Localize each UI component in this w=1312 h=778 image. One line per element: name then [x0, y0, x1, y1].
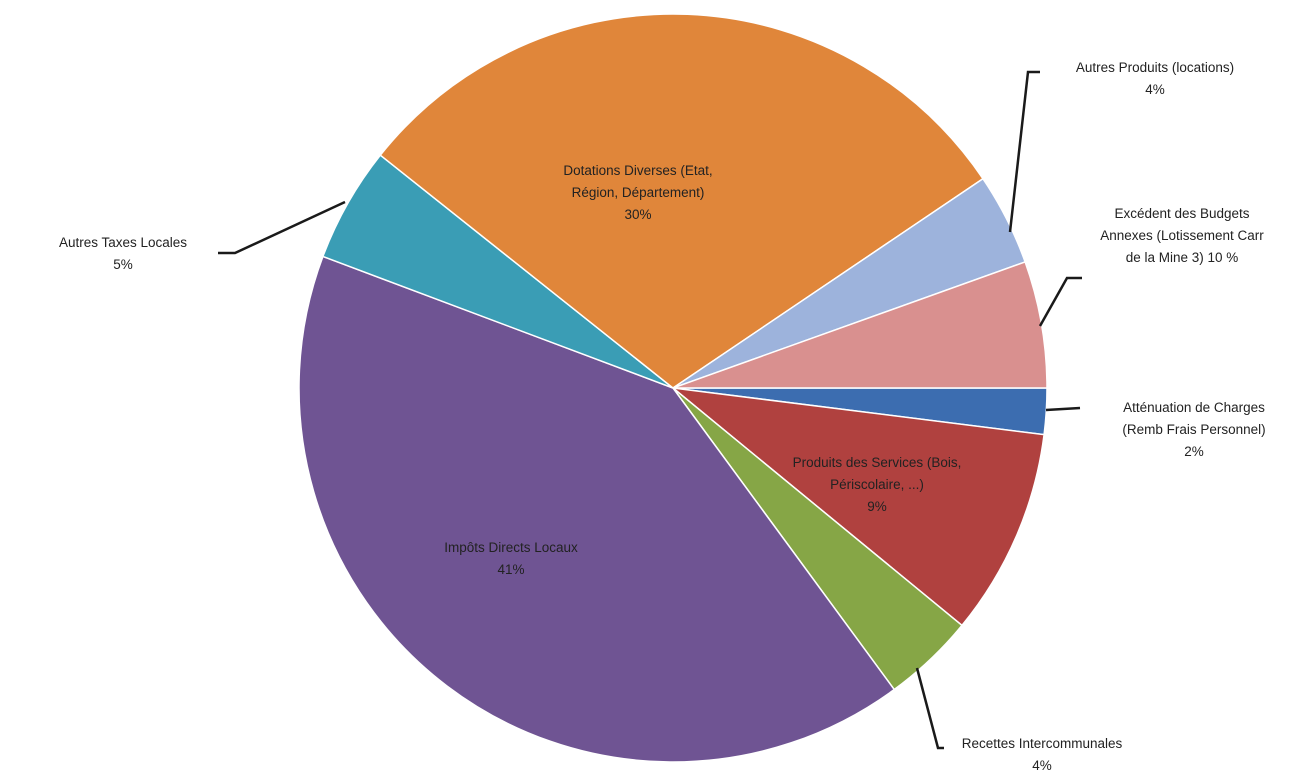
slice-label: Dotations Diverses (Etat, Région, Départe… [563, 163, 712, 222]
slice-label-line: Autres Produits (locations) [1076, 60, 1234, 75]
pie-slice [670, 386, 1045, 627]
leader-line [915, 667, 944, 750]
slice-label: Recettes Intercommunales 4% [962, 736, 1123, 773]
slice-label-line: 4% [1032, 758, 1052, 773]
slice-label-line: Annexes (Lotissement Carr [1100, 228, 1264, 243]
leader-line [1038, 276, 1082, 327]
slice-label-line: 30% [624, 207, 651, 222]
slice-label-line: Dotations Diverses (Etat, [563, 163, 712, 178]
leader-line [1008, 70, 1040, 233]
slice-label-line: Région, Département) [572, 185, 705, 200]
pie-slice [379, 13, 984, 389]
slice-label-line: de la Mine 3) 10 % [1126, 250, 1239, 265]
slice-label-line: Recettes Intercommunales [962, 736, 1123, 751]
slice-label-line: 41% [497, 562, 524, 577]
slice-label-line: 9% [867, 499, 887, 514]
slice-label: Autres Taxes Locales 5% [59, 235, 187, 272]
slice-label-line: Impôts Directs Locaux [444, 540, 578, 555]
slice-label-line: 5% [113, 257, 133, 272]
slice-label-line: 2% [1184, 444, 1204, 459]
slice-label-line: Excédent des Budgets [1114, 206, 1249, 221]
pie-slice [298, 255, 896, 763]
slice-label: Impôts Directs Locaux 41% [444, 540, 578, 577]
leader-line [218, 200, 346, 255]
slice-label-line: Périscolaire, ...) [830, 477, 924, 492]
slice-label-line: Produits des Services (Bois, [793, 455, 962, 470]
leader-line [1045, 406, 1081, 412]
slice-label: Excédent des Budgets Annexes (Lotissement… [1100, 206, 1264, 265]
slice-label-line: Autres Taxes Locales [59, 235, 187, 250]
slice-label-line: (Remb Frais Personnel) [1122, 422, 1265, 437]
slice-label-line: Atténuation de Charges [1123, 400, 1265, 415]
slice-label: Atténuation de Charges (Remb Frais Person… [1122, 400, 1265, 459]
slice-label-line: 4% [1145, 82, 1165, 97]
slice-label: Produits des Services (Bois, Périscolaire… [793, 455, 962, 514]
slice-label: Autres Produits (locations) 4% [1076, 60, 1234, 97]
